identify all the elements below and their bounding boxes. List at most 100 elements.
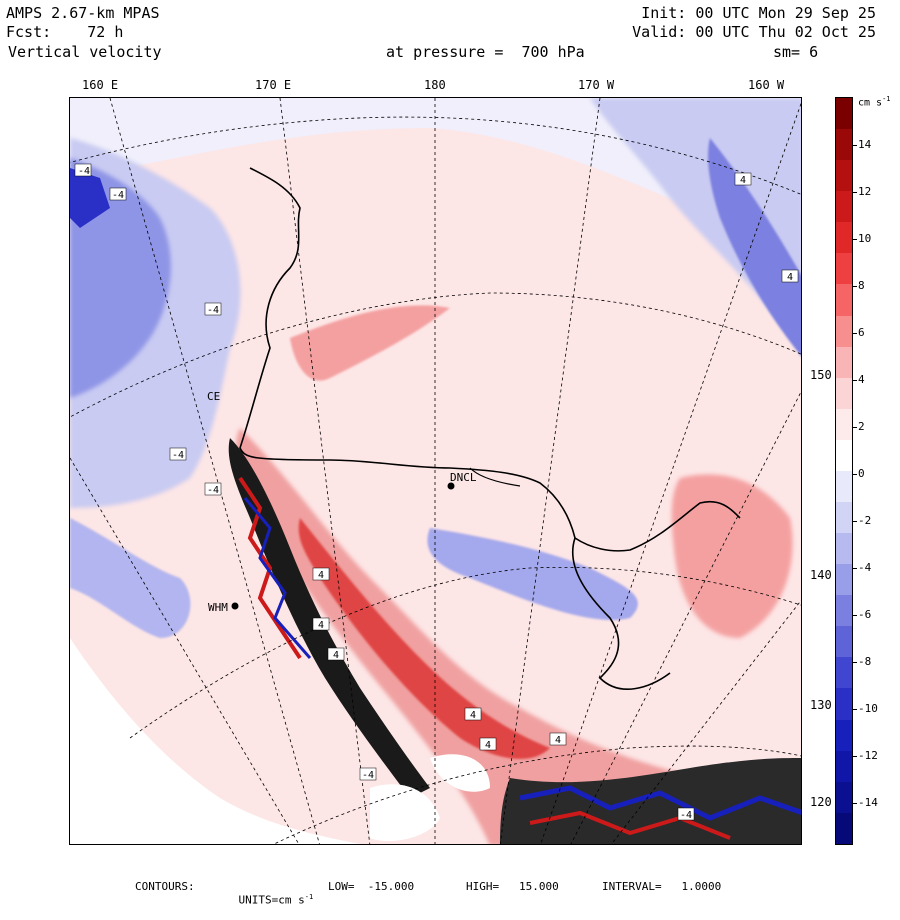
bottom-gap-1 [370,784,440,842]
contour-label: -4 [112,190,124,201]
colorbar [835,97,853,845]
valid-time: Valid: 00 UTC Thu 02 Oct 25 [632,23,876,41]
contour-label: -4 [207,485,219,496]
colorbar-swatch [836,470,852,503]
contour-box [327,647,345,661]
lon-label-160e: 160 E [82,78,119,92]
colorbar-tick [853,474,857,475]
northern-region [70,98,801,248]
station-whm-marker [231,602,239,610]
colorbar-label: -14 [858,796,878,809]
meridian-140w [611,599,801,844]
contour-label: 4 [555,735,561,746]
forecast-hour: Fcst: 72 h [6,23,124,41]
colorbar-label: 6 [858,326,865,339]
colorbar-swatch [836,719,852,751]
colorbar-label: -10 [858,702,878,715]
contour-box [781,269,799,283]
contour-label: -4 [362,770,374,781]
footer-high: HIGH= 15.000 [466,880,559,893]
colorbar-tick [853,427,857,428]
lon-label-160w: 160 W [748,78,785,92]
mountain-blue-streaks [243,497,312,659]
field-name: Vertical velocity [8,43,162,61]
colorbar-swatch [836,253,852,285]
colorbar-label: 14 [858,138,872,151]
colorbar-swatch [836,160,852,192]
contour-label: 4 [318,620,324,631]
colorbar-label: -8 [858,655,872,668]
colorbar-tick [853,145,857,146]
southeast-blue-streak [519,785,801,821]
colorbar-swatch [836,626,852,658]
sw-blue-patch [70,518,191,638]
colorbar-swatch [836,781,852,813]
contour-label: 4 [787,272,793,283]
east-red-patch [671,474,793,638]
colorbar-swatch [836,408,852,440]
contour-label: 4 [485,740,491,751]
contour-label: 4 [318,570,324,581]
west-blue-dark [70,168,110,228]
contour-box [734,172,752,186]
colorbar-swatch [836,750,852,782]
colorbar-swatch [836,315,852,347]
colorbar-tick [853,803,857,804]
lon-label-180: 180 [424,78,446,92]
bottom-gap-2 [430,754,490,792]
southeast-dark-band [500,758,801,844]
station-dncl-label: DNCL [450,471,477,484]
colorbar-tick [853,239,857,240]
central-blue-band [427,528,638,620]
contour-box [204,302,222,316]
graticule [70,98,801,844]
lat-arc-3 [129,567,801,739]
map-svg: -4 -4 -4 -4 -4 4 4 4 4 4 4 -4 4 [70,98,801,844]
colorbar-tick [853,380,857,381]
west-blue-core [70,158,171,398]
station-whm-label: WHM [208,601,228,614]
colorbar-label: 2 [858,420,865,433]
masked-area [70,638,360,844]
colorbar-unit-exp: -1 [882,95,891,103]
colorbar-tick [853,333,857,334]
colorbar-swatch [836,595,852,627]
contour-box [359,767,377,781]
footer-interval: INTERVAL= 1.0000 [602,880,722,893]
colorbar-unit-text: cm s [858,97,883,109]
colorbar-label: -12 [858,749,878,762]
contour-label: 4 [333,650,339,661]
colorbar-swatch [836,657,852,689]
colorbar-swatch [836,284,852,316]
station-ce-label: CE [207,390,220,403]
contour-box [464,707,482,721]
mountain-red-streaks [238,476,302,660]
southeast-red-streak [529,810,731,840]
colorbar-label: -4 [858,561,872,574]
colorbar-swatch [836,346,852,378]
contour-box [109,187,127,201]
coastline-ice-shelf [572,537,671,690]
colorbar-tick [853,521,857,522]
contour-box [312,567,330,581]
colorbar-label: 0 [858,467,865,480]
colorbar-swatch [836,533,852,565]
coastline-segment [469,467,521,487]
colorbar-swatch [836,688,852,720]
mountain-belt [228,438,430,798]
contour-box [204,482,222,496]
northeast-blue-core [708,138,801,356]
colorbar-tick [853,662,857,663]
colorbar-label: 12 [858,185,872,198]
contour-label: -4 [207,305,219,316]
colorbar-unit: cm s-1 [858,95,891,108]
coastline-main [239,167,741,552]
lon-label-170w: 170 W [578,78,615,92]
colorbar-swatch [836,222,852,254]
contour-label: 4 [740,175,746,186]
contour-label: -4 [78,166,90,177]
colorbar-label: 4 [858,373,865,386]
pressure-level: at pressure = 700 hPa [386,43,585,61]
lat-arc-1 [70,116,801,195]
colorbar-tick [853,756,857,757]
